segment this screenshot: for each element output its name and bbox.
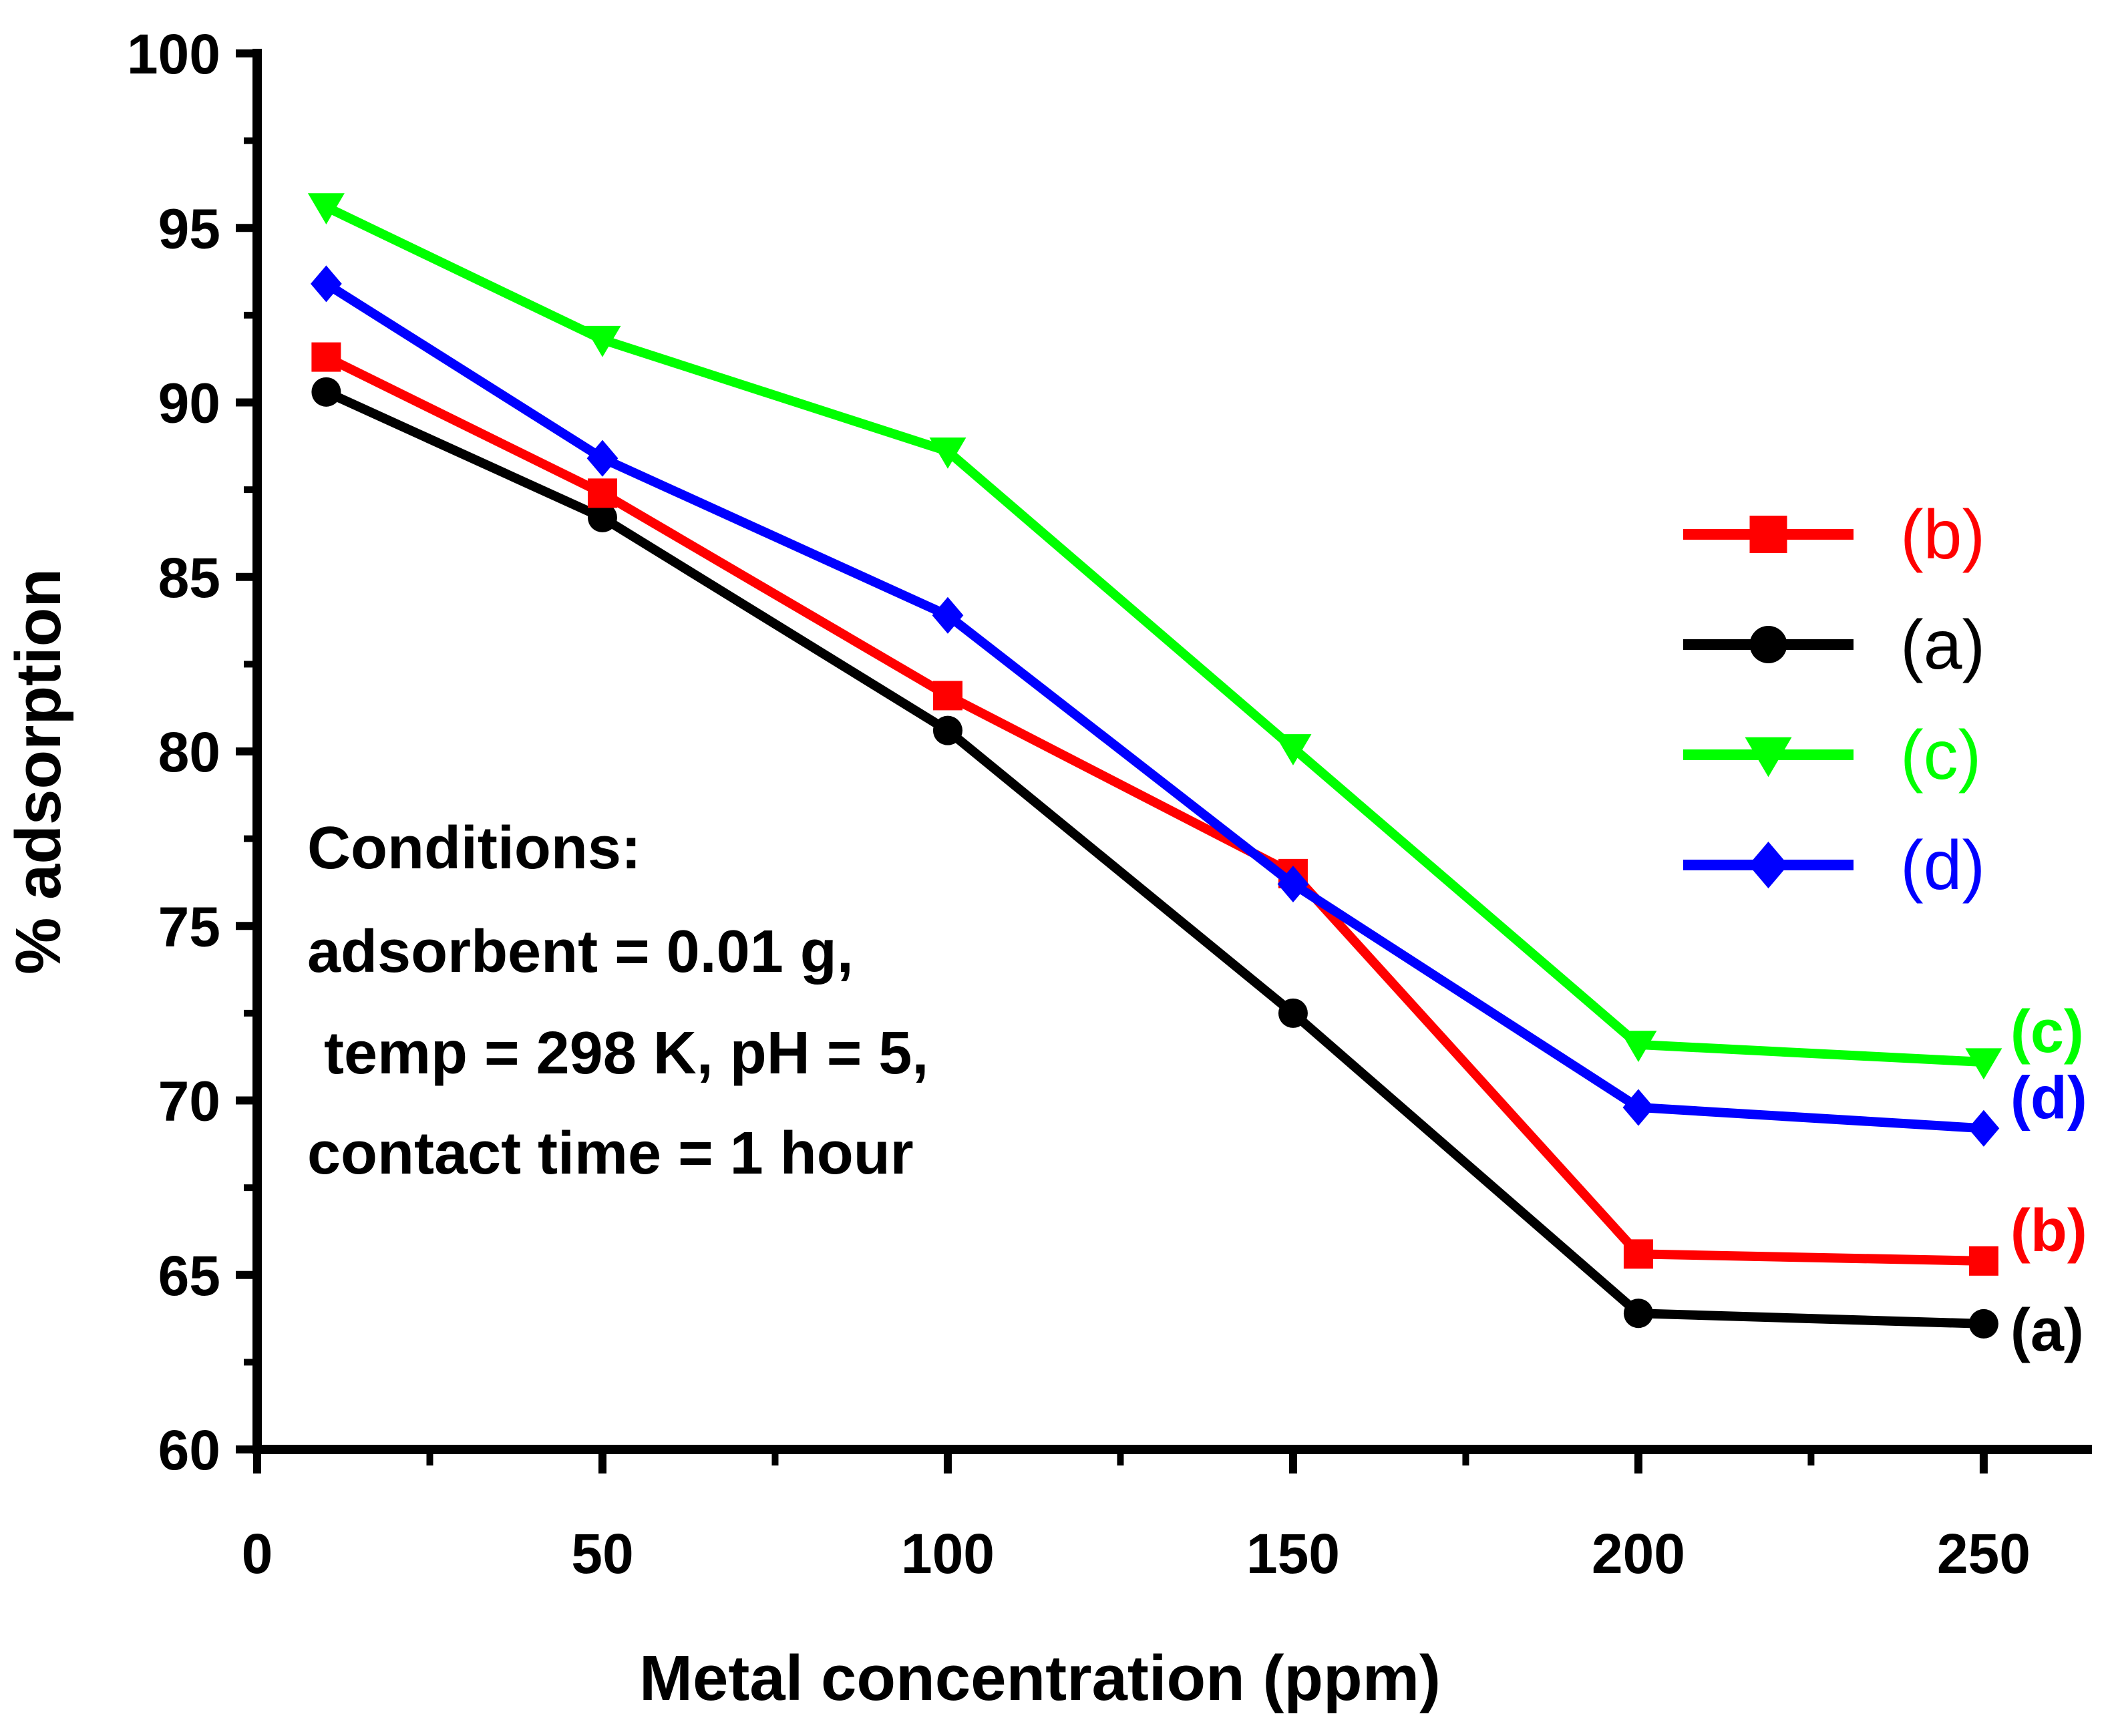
data-point-c [584, 325, 621, 357]
y-tick-label: 75 [158, 895, 220, 958]
end-label-a: (a) [2010, 1297, 2084, 1364]
data-point-d [311, 265, 342, 303]
x-tick-label: 50 [571, 1522, 633, 1585]
y-tick-label: 65 [158, 1244, 220, 1307]
data-point-d [932, 596, 964, 634]
legend-item-c: (c) [1683, 717, 1981, 794]
y-tick-label: 60 [158, 1419, 220, 1482]
x-ticks: 0 50 100 150 200 250 [242, 1449, 2031, 1585]
legend-label: (d) [1900, 827, 1985, 904]
data-point-c [929, 438, 966, 469]
legend-item-b: (b) [1683, 496, 1985, 574]
legend-marker [1749, 626, 1787, 663]
legend: (b) (a) (c) (d) [1683, 496, 1985, 904]
data-point-d [586, 440, 619, 477]
legend-item-a: (a) [1683, 606, 1985, 684]
data-point-d [1277, 866, 1309, 903]
conditions-line-3: temp = 298 K, pH = 5, [307, 1020, 928, 1087]
data-point-b [1968, 1246, 1998, 1276]
data-point-c [1965, 1048, 2002, 1080]
y-tick-label: 85 [158, 546, 220, 609]
data-point-a [1968, 1309, 1998, 1339]
series-layer [307, 193, 2002, 1339]
x-tick-label: 0 [242, 1522, 273, 1585]
conditions-line-1: Conditions: [307, 815, 641, 882]
data-point-a [587, 502, 617, 532]
x-axis-label: Metal concentration (ppm) [639, 1642, 1441, 1714]
y-ticks: 60 65 70 75 80 85 90 95 100 [127, 23, 257, 1482]
y-axis-label: % adsorption [3, 568, 74, 975]
data-point-b [311, 342, 341, 372]
end-label-c: (c) [2010, 999, 2084, 1065]
end-labels: (c)(d) (b) (a) [2010, 999, 2087, 1364]
data-point-c [1620, 1031, 1657, 1063]
x-tick-label: 150 [1246, 1522, 1340, 1585]
conditions-line-2: adsorbent = 0.01 g, [307, 918, 854, 985]
legend-label: (b) [1900, 496, 1985, 574]
y-tick-label: 70 [158, 1070, 220, 1133]
data-point-a [1623, 1298, 1653, 1329]
data-point-b [932, 681, 962, 711]
conditions-annotation: Conditions: adsorbent = 0.01 g, temp = 2… [307, 815, 928, 1187]
data-point-a [932, 715, 962, 745]
end-label-b: (b) [2010, 1198, 2087, 1264]
y-tick-label: 100 [127, 23, 220, 85]
conditions-line-4: contact time = 1 hour [307, 1120, 914, 1187]
legend-marker [1748, 842, 1789, 888]
series-a [311, 377, 1998, 1339]
data-point-a [311, 377, 341, 407]
data-point-c [1274, 734, 1312, 765]
legend-marker [1749, 516, 1787, 553]
data-point-d [1622, 1089, 1654, 1126]
legend-marker [1745, 737, 1792, 777]
y-tick-label: 95 [158, 197, 220, 260]
data-point-d [1968, 1109, 2000, 1147]
series-line-a [324, 387, 1984, 1329]
series-line-b [324, 353, 1984, 1266]
series-d [311, 265, 2000, 1147]
data-point-b [587, 478, 617, 508]
x-tick-label: 200 [1592, 1522, 1685, 1585]
series-c [307, 193, 2002, 1080]
legend-label: (a) [1900, 606, 1985, 684]
data-point-a [1278, 998, 1308, 1028]
end-label-d: (d) [2010, 1065, 2087, 1132]
series-line-d [323, 279, 1984, 1134]
data-point-c [307, 193, 345, 225]
y-tick-label: 80 [158, 721, 220, 784]
x-tick-label: 100 [901, 1522, 995, 1585]
series-line-c [324, 202, 1984, 1067]
legend-item-d: (d) [1683, 827, 1985, 904]
legend-label: (c) [1900, 717, 1981, 794]
y-tick-label: 90 [158, 372, 220, 435]
x-tick-label: 250 [1937, 1522, 2031, 1585]
data-point-b [1623, 1239, 1653, 1269]
